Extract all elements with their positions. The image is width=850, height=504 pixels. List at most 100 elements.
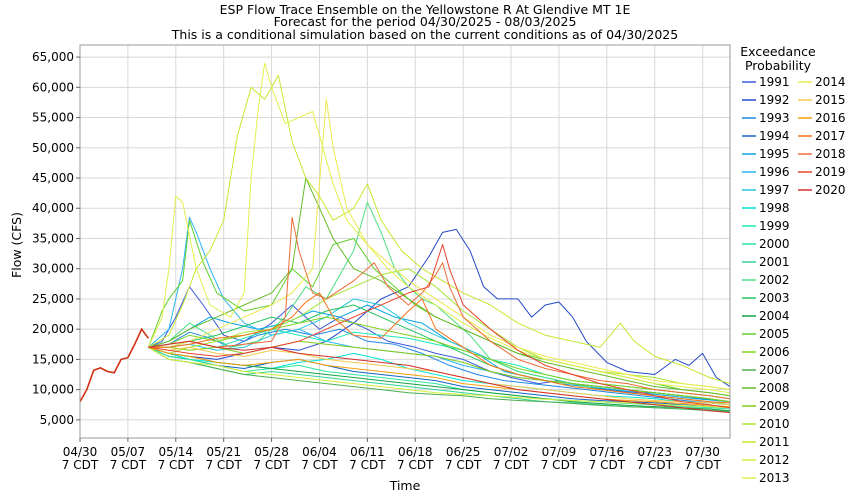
x-tick-label-time: 7 CDT [445,458,482,472]
plot-frame [79,44,731,439]
legend-label-2020: 2020 [815,183,846,197]
x-tick-label-time: 7 CDT [62,458,99,472]
legend-label-2014: 2014 [815,75,846,89]
x-tick-label-time: 7 CDT [253,458,290,472]
x-tick-label-time: 7 CDT [684,458,721,472]
legend-label-1996: 1996 [759,165,790,179]
y-tick-label: 10,000 [32,383,74,397]
x-tick-label-date: 05/21 [206,445,241,459]
series-line-1994 [148,346,731,409]
x-tick-label-time: 7 CDT [541,458,578,472]
y-tick-label: 45,000 [32,171,74,185]
x-tick-label-time: 7 CDT [349,458,386,472]
series-line-1993 [148,328,731,406]
series-line-1996 [148,216,731,403]
x-tick-label-time: 7 CDT [589,458,626,472]
series-line-2020 [148,340,731,414]
y-tick-label: 35,000 [32,231,74,245]
x-tick-label-time: 7 CDT [493,458,530,472]
series-line-1997 [148,298,731,403]
y-tick-label: 25,000 [32,292,74,306]
y-tick-label: 30,000 [32,262,74,276]
x-tick-label-date: 07/02 [494,445,529,459]
legend-label-2016: 2016 [815,111,846,125]
series-line-2017 [148,292,731,404]
legend-label-1994: 1994 [759,129,790,143]
x-tick-label-time: 7 CDT [301,458,338,472]
series-line-2002 [148,201,731,406]
legend-label-2001: 2001 [759,255,790,269]
y-tick-label: 15,000 [32,352,74,366]
x-tick-label-date: 06/18 [398,445,433,459]
series-line-2019 [148,244,731,409]
series-line-2009 [148,340,731,403]
observed-flow-line [79,327,150,403]
series-line-2016 [148,346,731,408]
x-tick-label-date: 07/23 [637,445,672,459]
chart-subtitle-period: Forecast for the period 04/30/2025 - 08/… [274,14,577,29]
y-tick-label: 5,000 [40,413,74,427]
legend-label-2015: 2015 [815,93,846,107]
x-tick-label-date: 06/04 [302,445,337,459]
x-tick-label-date: 05/28 [254,445,289,459]
series-line-2007 [148,346,731,412]
legend-label-2005: 2005 [759,327,790,341]
legend-title-line1: Exceedance [740,44,816,59]
legend-label-2013: 2013 [759,471,790,485]
y-tick-label: 50,000 [32,141,74,155]
legend: 1991 1992 1993 1994 1995 1996 1997 1998 1999 2000… [742,75,846,485]
y-tick-label: 20,000 [32,322,74,336]
x-tick-label-date: 04/30 [63,445,98,459]
x-tick-label-date: 06/25 [446,445,481,459]
series-line-2013 [147,62,731,394]
legend-label-2000: 2000 [759,237,790,251]
legend-label-1997: 1997 [759,183,790,197]
series-lines [147,62,731,414]
x-tick-label-date: 07/09 [542,445,577,459]
series-line-1991 [148,286,731,403]
legend-label-2011: 2011 [759,435,790,449]
legend-label-2012: 2012 [759,453,790,467]
series-line-2006 [148,316,731,400]
legend-label-2018: 2018 [815,147,846,161]
series-line-2014 [148,98,731,391]
x-tick-label-date: 05/14 [158,445,193,459]
series-line-2011 [148,74,731,385]
legend-label-2003: 2003 [759,291,790,305]
chart-title: ESP Flow Trace Ensemble on the Yellowsto… [220,2,631,17]
legend-label-1993: 1993 [759,111,790,125]
legend-label-2007: 2007 [759,363,790,377]
legend-label-1999: 1999 [759,219,790,233]
y-tick-label: 60,000 [32,80,74,94]
legend-label-2002: 2002 [759,273,790,287]
legend-label-2004: 2004 [759,309,790,323]
legend-label-2019: 2019 [815,165,846,179]
x-tick-label-date: 05/07 [111,445,146,459]
legend-label-2017: 2017 [815,129,846,143]
series-line-2012 [148,346,731,409]
x-tick-label-time: 7 CDT [110,458,147,472]
y-axis-label: Flow (CFS) [9,212,24,278]
x-tick-label-time: 7 CDT [158,458,195,472]
y-tick-label: 65,000 [32,50,74,64]
legend-label-1991: 1991 [759,75,790,89]
legend-label-2008: 2008 [759,381,790,395]
series-line-2018 [148,216,731,400]
legend-title-line2: Probability [745,58,812,73]
x-tick-label-time: 7 CDT [205,458,242,472]
x-tick-label-date: 07/16 [590,445,625,459]
chart-subtitle-conditions: This is a conditional simulation based o… [171,27,678,42]
legend-label-1995: 1995 [759,147,790,161]
series-line-2008 [148,177,731,397]
x-tick-label-time: 7 CDT [637,458,674,472]
legend-label-2006: 2006 [759,345,790,359]
y-axis: 5,000 10,000 15,000 20,000 25,000 30,000 35,00… [32,50,80,427]
legend-label-1992: 1992 [759,93,790,107]
x-axis-label: Time [389,478,421,493]
legend-label-2010: 2010 [759,417,790,431]
grid [79,45,730,438]
y-tick-label: 40,000 [32,201,74,215]
x-tick-label-date: 07/30 [685,445,720,459]
